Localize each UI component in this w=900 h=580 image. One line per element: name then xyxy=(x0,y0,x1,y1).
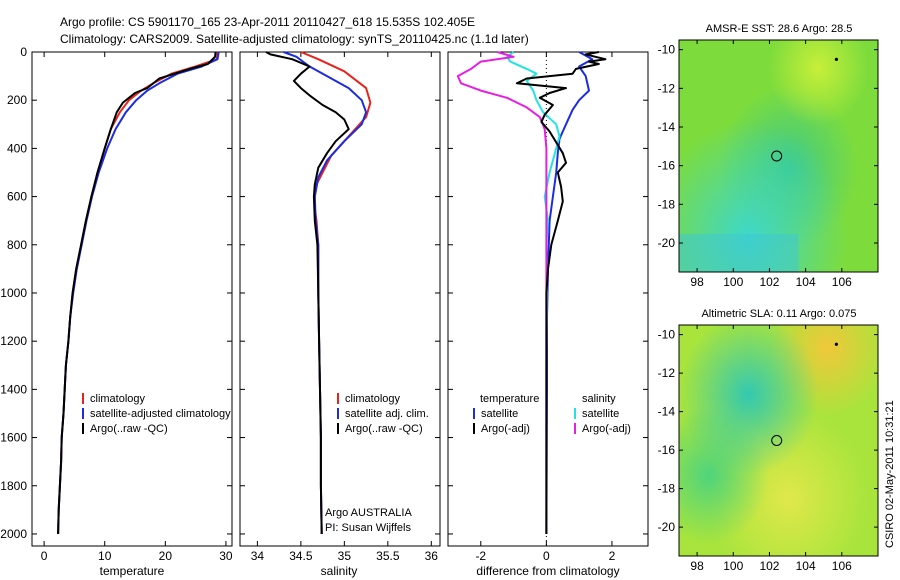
profile-location-marker xyxy=(771,435,783,446)
x-tick-label: 36 xyxy=(425,549,439,563)
y-tick-label: 1600 xyxy=(0,431,27,445)
x-tick-label: 104 xyxy=(796,275,816,289)
y-tick-label: 200 xyxy=(7,93,27,107)
x-tick-label: 34.5 xyxy=(289,549,313,563)
plot-area xyxy=(31,51,233,547)
y-tick-label: -10 xyxy=(658,43,676,57)
x-tick-label: 35.5 xyxy=(376,549,400,563)
difference-xlabel: difference from climatology xyxy=(476,564,619,578)
y-tick-label: -20 xyxy=(658,520,676,534)
figure-title-line2: Climatology: CARS2009. Satellite-adjuste… xyxy=(60,32,529,46)
x-tick-label: 100 xyxy=(723,275,743,289)
y-tick-label: 400 xyxy=(7,141,27,155)
y-tick-label: -18 xyxy=(658,197,676,211)
y-tick-label: 1000 xyxy=(0,286,27,300)
x-tick-label: 34 xyxy=(251,549,265,563)
x-tick-label: 30 xyxy=(219,549,233,563)
x-tick-label: 98 xyxy=(690,275,704,289)
x-tick-label: 10 xyxy=(98,549,112,563)
sst-map-panel: 98 100 102 104 106 -10 -12 -14 -16 -18 -20 xyxy=(658,39,879,289)
x-tick-label: 0 xyxy=(41,549,48,563)
y-tick-label: -14 xyxy=(658,120,676,134)
y-tick-label: -12 xyxy=(658,81,676,95)
legend-title-temperature: temperature xyxy=(480,393,539,405)
y-tick-label: -18 xyxy=(658,482,676,496)
temperature-panel: 0 10 20 30 0 200 400 600 800 1000 1200 1400 1600 1800… xyxy=(0,45,233,563)
x-tick-label: 100 xyxy=(723,559,743,573)
x-tick-label: 35 xyxy=(338,549,352,563)
map-frame xyxy=(678,324,879,557)
legend-label: climatology xyxy=(90,393,146,405)
x-tick-label: -2 xyxy=(475,549,486,563)
difference-panel: -2 0 2 xyxy=(447,51,649,563)
legend-label: satellite xyxy=(582,408,619,420)
map-shade xyxy=(679,40,878,272)
sst-map-title: AMSR-E SST: 28.6 Argo: 28.5 xyxy=(706,23,853,35)
difference-legend: temperature salinity satellite Argo(-adj… xyxy=(473,393,631,435)
series-line-argo xyxy=(515,51,607,534)
salinity-panel: 34 34.5 35 35.5 36 xyxy=(239,51,441,563)
y-tick-label: -10 xyxy=(658,328,676,342)
x-tick-label: 102 xyxy=(759,275,779,289)
y-tick-label: 1800 xyxy=(0,479,27,493)
legend-label: satellite-adjusted climatology xyxy=(90,408,231,420)
x-tick-label: 104 xyxy=(796,559,816,573)
y-tick-label: -12 xyxy=(658,366,676,380)
legend-label: satellite xyxy=(481,408,518,420)
y-tick-label: -20 xyxy=(658,236,676,250)
map-shade xyxy=(679,234,799,272)
float-track-marker xyxy=(834,57,838,61)
x-tick-label: 20 xyxy=(159,549,173,563)
legend-label: satellite adj. clim. xyxy=(345,408,429,420)
argo-pi-label: PI: Susan Wijffels xyxy=(325,522,411,534)
y-tick-label: 600 xyxy=(7,190,27,204)
series-line-argo xyxy=(265,51,350,535)
temperature-xlabel: temperature xyxy=(100,564,165,578)
salinity-legend: climatology satellite adj. clim. Argo(..… xyxy=(337,393,429,435)
profile-location-marker xyxy=(771,150,783,162)
y-tick-label: -16 xyxy=(658,443,676,457)
sla-map-panel: 98 100 102 104 106 -10 -12 -14 -16 -18 -20 xyxy=(658,324,879,573)
x-tick-label: 106 xyxy=(832,275,852,289)
y-tick-label: 0 xyxy=(20,45,27,59)
y-tick-label: 1200 xyxy=(0,334,27,348)
sla-map-title: Altimetric SLA: 0.11 Argo: 0.075 xyxy=(701,308,856,320)
float-track-marker xyxy=(834,342,838,346)
y-tick-label: -16 xyxy=(658,159,676,173)
series-line-argo xyxy=(57,51,217,535)
x-tick-label: 2 xyxy=(609,549,616,563)
plot-area xyxy=(239,51,441,547)
legend-label: Argo(..raw -QC) xyxy=(90,423,168,435)
map-shade xyxy=(679,325,878,556)
x-tick-label: 98 xyxy=(690,559,704,573)
csiro-credit: CSIRO 02-May-2011 10:31:21 xyxy=(884,400,896,548)
argo-program-label: Argo AUSTRALIA xyxy=(325,507,412,519)
x-tick-label: 102 xyxy=(759,559,779,573)
legend-label: Argo(-adj) xyxy=(481,423,530,435)
salinity-xlabel: salinity xyxy=(321,564,358,578)
x-tick-label: 0 xyxy=(543,549,550,563)
legend-label: climatology xyxy=(345,393,401,405)
y-tick-label: 1400 xyxy=(0,382,27,396)
legend-title-salinity: salinity xyxy=(582,393,616,405)
legend-label: Argo(..raw -QC) xyxy=(345,423,423,435)
y-tick-label: -14 xyxy=(658,405,676,419)
y-tick-label: 2000 xyxy=(0,527,27,541)
legend-label: Argo(-adj) xyxy=(582,423,631,435)
figure-title-line1: Argo profile: CS 5901170_165 23-Apr-2011… xyxy=(60,15,475,29)
x-tick-label: 106 xyxy=(832,559,852,573)
map-frame xyxy=(678,39,879,273)
y-tick-label: 800 xyxy=(7,238,27,252)
temperature-legend: climatology satellite-adjusted climatolo… xyxy=(82,393,231,435)
